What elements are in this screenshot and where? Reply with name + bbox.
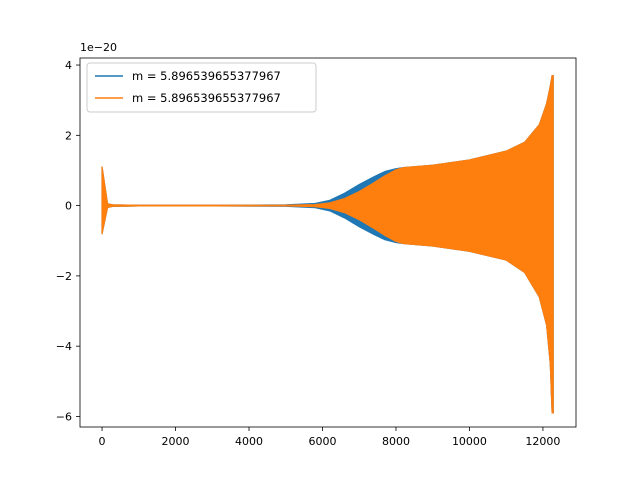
legend: m = 5.896539655377967 m = 5.896539655377… — [86, 62, 317, 113]
legend-label-series-2: m = 5.896539655377967 — [132, 91, 281, 105]
x-tick-label: 12000 — [525, 435, 560, 448]
plot-area — [101, 74, 554, 414]
y-tick-label: −6 — [56, 410, 72, 423]
x-tick-label: 6000 — [308, 435, 336, 448]
y-tick-label: −2 — [56, 270, 72, 283]
y-tick-label: 4 — [65, 59, 72, 72]
legend-box — [86, 62, 317, 113]
x-tick-label: 4000 — [235, 435, 263, 448]
x-tick-label: 0 — [99, 435, 106, 448]
y-tick-label: −4 — [56, 340, 72, 353]
y-axis: −6 −4 −2 0 2 4 — [56, 59, 80, 423]
y-tick-label: 2 — [65, 129, 72, 142]
y-offset-text: 1e−20 — [80, 41, 117, 54]
y-tick-label: 0 — [65, 200, 72, 213]
series-2-line — [101, 74, 554, 414]
x-tick-label: 10000 — [452, 435, 487, 448]
axes-frame — [79, 57, 577, 428]
x-tick-label: 2000 — [162, 435, 190, 448]
legend-label-series-1: m = 5.896539655377967 — [132, 69, 281, 83]
x-axis: 0 2000 4000 6000 8000 10000 12000 — [99, 427, 560, 448]
x-tick-label: 8000 — [382, 435, 410, 448]
